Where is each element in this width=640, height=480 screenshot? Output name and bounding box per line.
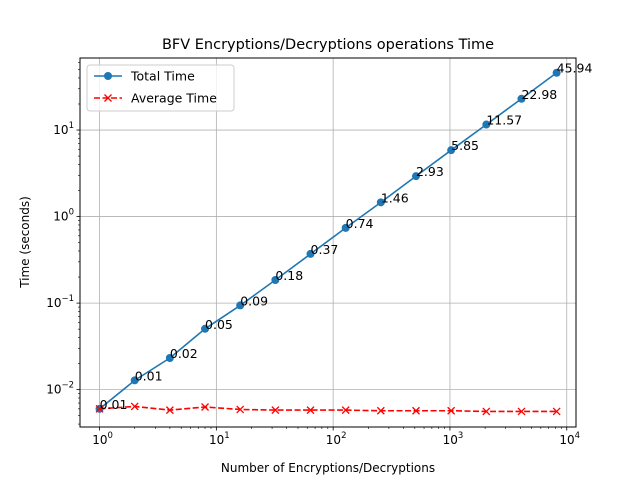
data-point: [376, 406, 385, 415]
data-labels: 0.01 0.01 0.02 0.05 0.09 0.18 0.37 0.74 1.46 2.93…: [100, 61, 593, 412]
data-point: [271, 406, 280, 415]
x-tick-label: 102: [326, 431, 347, 447]
data-point: [130, 402, 139, 411]
data-label: 5.85: [451, 138, 479, 153]
legend-entry: Total Time: [94, 69, 195, 84]
data-point: [376, 198, 385, 207]
data-point: [341, 223, 350, 232]
legend-marker: [104, 94, 112, 102]
data-label: 0.09: [240, 293, 268, 308]
data-point: [411, 172, 420, 181]
legend-box: [86, 64, 235, 112]
data-label: 11.57: [486, 113, 522, 128]
y-tick-label: 10−1: [46, 294, 74, 310]
data-label: 2.93: [416, 164, 444, 179]
data-label: 0.74: [346, 216, 374, 231]
data-point: [552, 407, 561, 416]
y-tick-label: 10−2: [46, 381, 74, 397]
data-point: [306, 406, 315, 415]
legend-marker: [104, 72, 112, 80]
series-average-time: [95, 402, 561, 416]
data-label: 0.37: [311, 242, 339, 257]
data-point: [552, 68, 561, 77]
data-point: [341, 406, 350, 415]
data-point: [236, 301, 245, 310]
x-tick-label: 100: [92, 431, 113, 447]
data-point: [271, 275, 280, 284]
data-point: [165, 406, 174, 415]
x-tick-label: 103: [443, 431, 464, 447]
data-point: [201, 324, 210, 333]
x-tick-label: 101: [209, 431, 230, 447]
data-label: 0.05: [205, 317, 233, 332]
data-label: 1.46: [381, 190, 409, 205]
x-axis-label: Number of Encryptions/Decryptions: [221, 461, 435, 475]
data-label: 0.01: [135, 368, 163, 383]
data-label: 0.02: [170, 346, 198, 361]
data-point: [95, 404, 104, 413]
y-tick-label: 101: [53, 121, 74, 137]
data-label: 0.18: [275, 268, 303, 283]
series-layer: [95, 68, 561, 416]
data-point: [517, 94, 526, 103]
y-axis-label: Time (seconds): [18, 196, 32, 289]
chart-title: BFV Encryptions/Decryptions operations T…: [162, 37, 494, 53]
legend-label: Total Time: [130, 69, 195, 84]
data-point: [306, 249, 315, 258]
data-point: [517, 407, 526, 416]
series-line: [99, 72, 558, 410]
grid: [80, 58, 576, 427]
data-point: [201, 403, 210, 411]
x-tick-label: 104: [559, 431, 580, 447]
data-point: [236, 405, 245, 414]
data-label: 0.01: [100, 397, 128, 412]
data-point: [412, 406, 420, 415]
y-tick-label: 100: [53, 208, 74, 224]
legend-entry: Average Time: [94, 91, 217, 106]
data-point: [165, 354, 174, 363]
data-point: [482, 407, 491, 416]
legend: Total Time Average Time: [86, 64, 235, 112]
data-point: [447, 406, 456, 415]
axis-ticks: 100 101 102 103 104 10−2 10−1 100 101: [46, 62, 580, 447]
data-label: 22.98: [521, 87, 557, 102]
data-point: [130, 376, 139, 385]
data-point: [482, 120, 491, 129]
data-point: [447, 146, 456, 155]
data-label: 45.94: [557, 61, 593, 76]
legend-label: Average Time: [131, 91, 217, 106]
